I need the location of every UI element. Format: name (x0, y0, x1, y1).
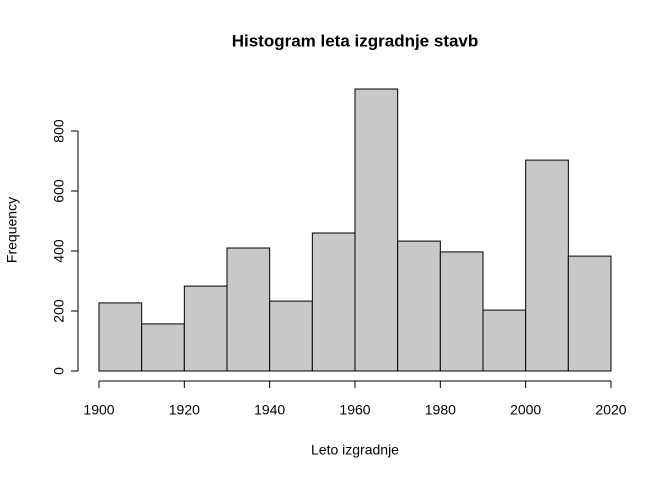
x-tick-label: 1900 (83, 402, 114, 418)
y-tick-label: 400 (51, 239, 67, 263)
bar (311, 232, 356, 372)
x-tick-label: 2020 (595, 402, 626, 418)
bar (183, 285, 228, 372)
x-tick-label: 1960 (339, 402, 370, 418)
bar (567, 255, 612, 372)
bar (354, 88, 399, 372)
x-tick-label: 1980 (425, 402, 456, 418)
bar (439, 251, 484, 372)
bar (397, 240, 441, 372)
y-tick-label: 0 (51, 367, 67, 375)
bar (525, 159, 569, 372)
bar (226, 247, 271, 372)
chart-title: Histogram leta izgradnje stavb (232, 31, 479, 50)
y-axis-label: Frequency (4, 197, 20, 263)
y-tick-label: 800 (51, 119, 67, 143)
x-tick-label: 1920 (169, 402, 200, 418)
bar (141, 323, 185, 372)
bar (269, 300, 313, 372)
x-axis-label: Leto izgradnje (311, 442, 399, 458)
bar (98, 302, 143, 372)
y-tick-label: 600 (51, 179, 67, 203)
bar (482, 309, 527, 372)
x-tick-label: 2000 (510, 402, 541, 418)
y-tick-label: 200 (51, 299, 67, 323)
x-tick-label: 1940 (254, 402, 285, 418)
